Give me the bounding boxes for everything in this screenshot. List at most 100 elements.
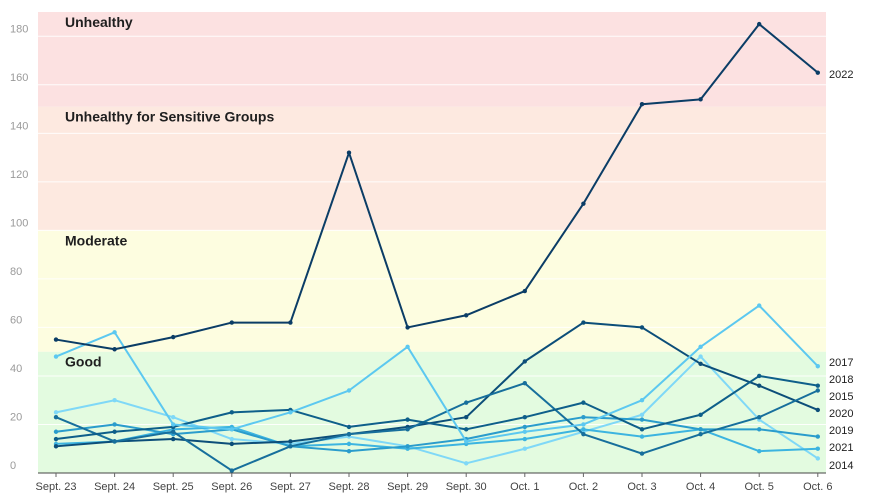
series-2018-point	[53, 436, 59, 442]
series-2020-point	[229, 441, 234, 447]
series-label-2021: 2021	[829, 442, 853, 454]
series-2015-point	[53, 414, 59, 420]
series-2015-point	[346, 431, 352, 437]
series-2019-point	[639, 417, 645, 422]
y-tick-label: 80	[10, 266, 22, 278]
series-2015-point	[698, 431, 703, 437]
x-tick-label: Oct. 2	[569, 481, 598, 493]
series-2022-point	[53, 337, 59, 342]
series-2015-line	[55, 382, 819, 472]
y-tick-label: 40	[10, 363, 22, 375]
series-2019-line	[55, 416, 818, 453]
series-2018-point	[698, 412, 703, 417]
series-2015-point	[757, 414, 762, 420]
series-2022-point	[171, 334, 176, 340]
series-2017-point	[53, 354, 59, 359]
series-2017-point	[171, 422, 176, 427]
x-tick-label: Sept. 26	[211, 481, 252, 493]
series-2018-point	[522, 414, 527, 420]
series-2015-point	[639, 451, 645, 456]
band-label-1: Moderate	[65, 232, 127, 248]
series-2021-point	[346, 441, 352, 447]
series-labels: 2022 2017 2018 2015 2020 2019 2021 2014	[829, 69, 853, 472]
series-2015-point	[581, 431, 586, 437]
x-tick-label: Sept. 28	[329, 481, 370, 493]
band-3	[38, 12, 826, 107]
y-tick-label: 60	[10, 314, 22, 326]
aqi-bands: Good Moderate Unhealthy for Sensitive Grou…	[38, 12, 826, 473]
series-2021-point	[522, 436, 527, 442]
series-2017-point	[698, 344, 703, 350]
series-2022-point	[112, 347, 117, 352]
series-2014-point	[53, 410, 59, 415]
series-2014-point	[112, 398, 117, 403]
series-2019-point	[815, 434, 820, 439]
series-2018-point	[581, 400, 586, 405]
series-2022-point	[288, 320, 293, 325]
series-2022-point	[639, 102, 645, 107]
series-2014-point	[639, 412, 645, 417]
series-2018-point	[346, 424, 352, 430]
x-tick-label: Sept. 29	[387, 481, 428, 493]
band-2	[38, 106, 826, 231]
series-2017-point	[639, 398, 645, 403]
series-2019-point	[757, 427, 762, 432]
series-2022-line	[55, 23, 819, 351]
y-axis: 0 20 40 60 80 100 120 140 160 180	[10, 23, 28, 472]
series-2018-point	[815, 383, 820, 388]
x-axis: Sept. 23 Sept. 24 Sept. 25 Sept. 26 Sept. 27…	[36, 472, 832, 493]
series-2018-point	[464, 427, 469, 432]
band-label-3: Unhealthy	[65, 14, 133, 30]
y-tick-label: 0	[10, 460, 16, 472]
band-label-2: Unhealthy for Sensitive Groups	[65, 109, 274, 125]
series-2020-point	[639, 325, 645, 330]
x-tick-label: Oct. 3	[627, 481, 656, 493]
series-2022-point	[522, 288, 527, 294]
series-2021-point	[815, 446, 820, 451]
series-label-2015: 2015	[829, 391, 853, 403]
series-2014-point	[698, 354, 703, 359]
series-2015-point	[464, 400, 469, 405]
series-2022-point	[815, 70, 820, 75]
series-2021-point	[581, 427, 586, 432]
series-2017-line	[55, 304, 819, 443]
series-2022-point	[464, 313, 469, 318]
series-2020-line	[55, 321, 819, 448]
series-2015-point	[815, 388, 820, 393]
series-label-2014: 2014	[829, 460, 853, 472]
series-2017-point	[815, 364, 820, 369]
series-2019-point	[522, 424, 527, 430]
series-2019-point	[53, 429, 59, 434]
x-tick-label: Oct. 4	[686, 481, 715, 493]
series-2020-point	[522, 359, 527, 364]
series-2015-point	[522, 381, 527, 386]
y-tick-label: 100	[10, 217, 28, 229]
x-tick-label: Sept. 24	[94, 481, 135, 493]
series-2019-point	[581, 414, 586, 420]
series-2017-point	[581, 422, 586, 427]
y-tick-label: 20	[10, 411, 22, 423]
series-2022-point	[698, 97, 703, 102]
series-2017-point	[405, 344, 410, 350]
series-2015-point	[405, 427, 410, 432]
series-2014-point	[815, 456, 820, 461]
y-tick-label: 140	[10, 120, 28, 132]
series-2014-point	[522, 446, 527, 451]
x-tick-label: Sept. 30	[446, 481, 487, 493]
x-tick-label: Sept. 23	[36, 481, 77, 493]
series-2020-point	[581, 320, 586, 325]
series-2017-point	[112, 330, 117, 335]
series-2020-point	[171, 436, 176, 442]
series-label-2018: 2018	[829, 374, 853, 386]
series-2022-point	[405, 325, 410, 330]
series-2015-point	[288, 444, 293, 449]
series-2014-point	[171, 414, 176, 420]
series-2017-point	[346, 388, 352, 393]
grid-lines	[38, 35, 826, 425]
series-2014-line	[55, 355, 819, 465]
series-2020-point	[698, 361, 703, 367]
series-2020-point	[815, 407, 820, 413]
series-2018-point	[639, 427, 645, 432]
series-2014-point	[464, 461, 469, 466]
